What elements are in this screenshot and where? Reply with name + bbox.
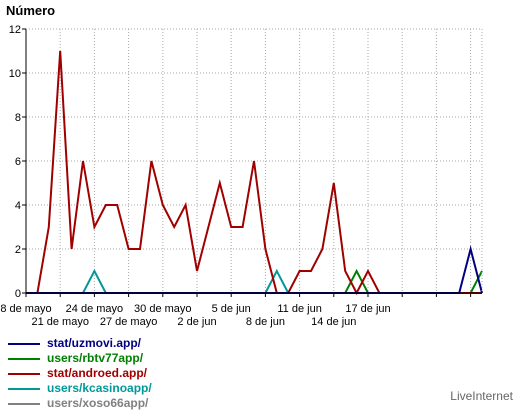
y-tick-label: 0 [15, 288, 21, 300]
legend-swatch [8, 358, 40, 360]
legend-label: users/kcasinoapp/ [47, 381, 152, 395]
brand-label: LiveInternet [450, 389, 513, 403]
x-tick-label: 21 de mayo [31, 316, 88, 328]
legend-swatch [8, 403, 40, 405]
legend-label: users/rbtv77app/ [47, 351, 144, 365]
x-tick-label: 2 de jun [177, 316, 216, 328]
y-tick-label: 2 [15, 244, 21, 256]
legend-label: stat/androed.app/ [47, 366, 148, 380]
legend-swatch [8, 343, 40, 345]
y-tick-label: 6 [15, 156, 21, 168]
legend-label: users/xoso66app/ [47, 396, 149, 410]
x-tick-label: 30 de mayo [134, 303, 191, 315]
y-tick-label: 8 [15, 112, 21, 124]
legend-swatch [8, 388, 40, 390]
x-tick-label: 11 de jun [277, 303, 321, 315]
legend-label: stat/uzmovi.app/ [47, 336, 142, 350]
x-tick-label: 17 de jun [345, 303, 390, 315]
y-tick-label: 10 [9, 68, 21, 80]
x-tick-label: 8 de jun [246, 316, 285, 328]
y-tick-label: 4 [15, 200, 21, 212]
y-tick-label: 12 [9, 24, 21, 36]
y-axis-title: Número [6, 3, 56, 18]
x-tick-label: 5 de jun [212, 303, 251, 315]
x-tick-label: 14 de jun [311, 316, 356, 328]
x-tick-label: 24 de mayo [66, 303, 123, 315]
legend-swatch [8, 373, 40, 375]
x-tick-label: 27 de mayo [100, 316, 157, 328]
x-tick-label: 8 de mayo [0, 303, 51, 315]
